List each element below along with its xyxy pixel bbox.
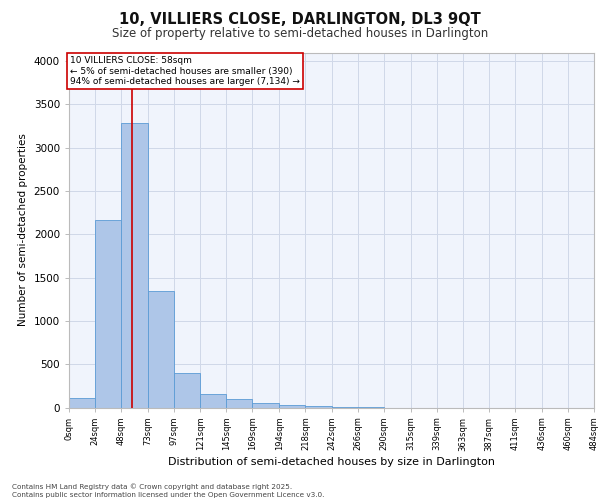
Text: 10 VILLIERS CLOSE: 58sqm
← 5% of semi-detached houses are smaller (390)
94% of s: 10 VILLIERS CLOSE: 58sqm ← 5% of semi-de… [70, 56, 300, 86]
Y-axis label: Number of semi-detached properties: Number of semi-detached properties [18, 134, 28, 326]
Text: Size of property relative to semi-detached houses in Darlington: Size of property relative to semi-detach… [112, 28, 488, 40]
Bar [200, 394, 226, 407]
Bar [69, 398, 95, 407]
Bar [95, 220, 121, 408]
Text: 10, VILLIERS CLOSE, DARLINGTON, DL3 9QT: 10, VILLIERS CLOSE, DARLINGTON, DL3 9QT [119, 12, 481, 28]
Bar [121, 122, 148, 408]
Bar [305, 406, 332, 407]
Bar [280, 405, 305, 407]
X-axis label: Distribution of semi-detached houses by size in Darlington: Distribution of semi-detached houses by … [168, 458, 495, 468]
Bar [226, 399, 253, 407]
Bar [148, 292, 174, 408]
Bar [253, 402, 280, 407]
Text: Contains HM Land Registry data © Crown copyright and database right 2025.
Contai: Contains HM Land Registry data © Crown c… [12, 484, 325, 498]
Bar [174, 373, 200, 408]
